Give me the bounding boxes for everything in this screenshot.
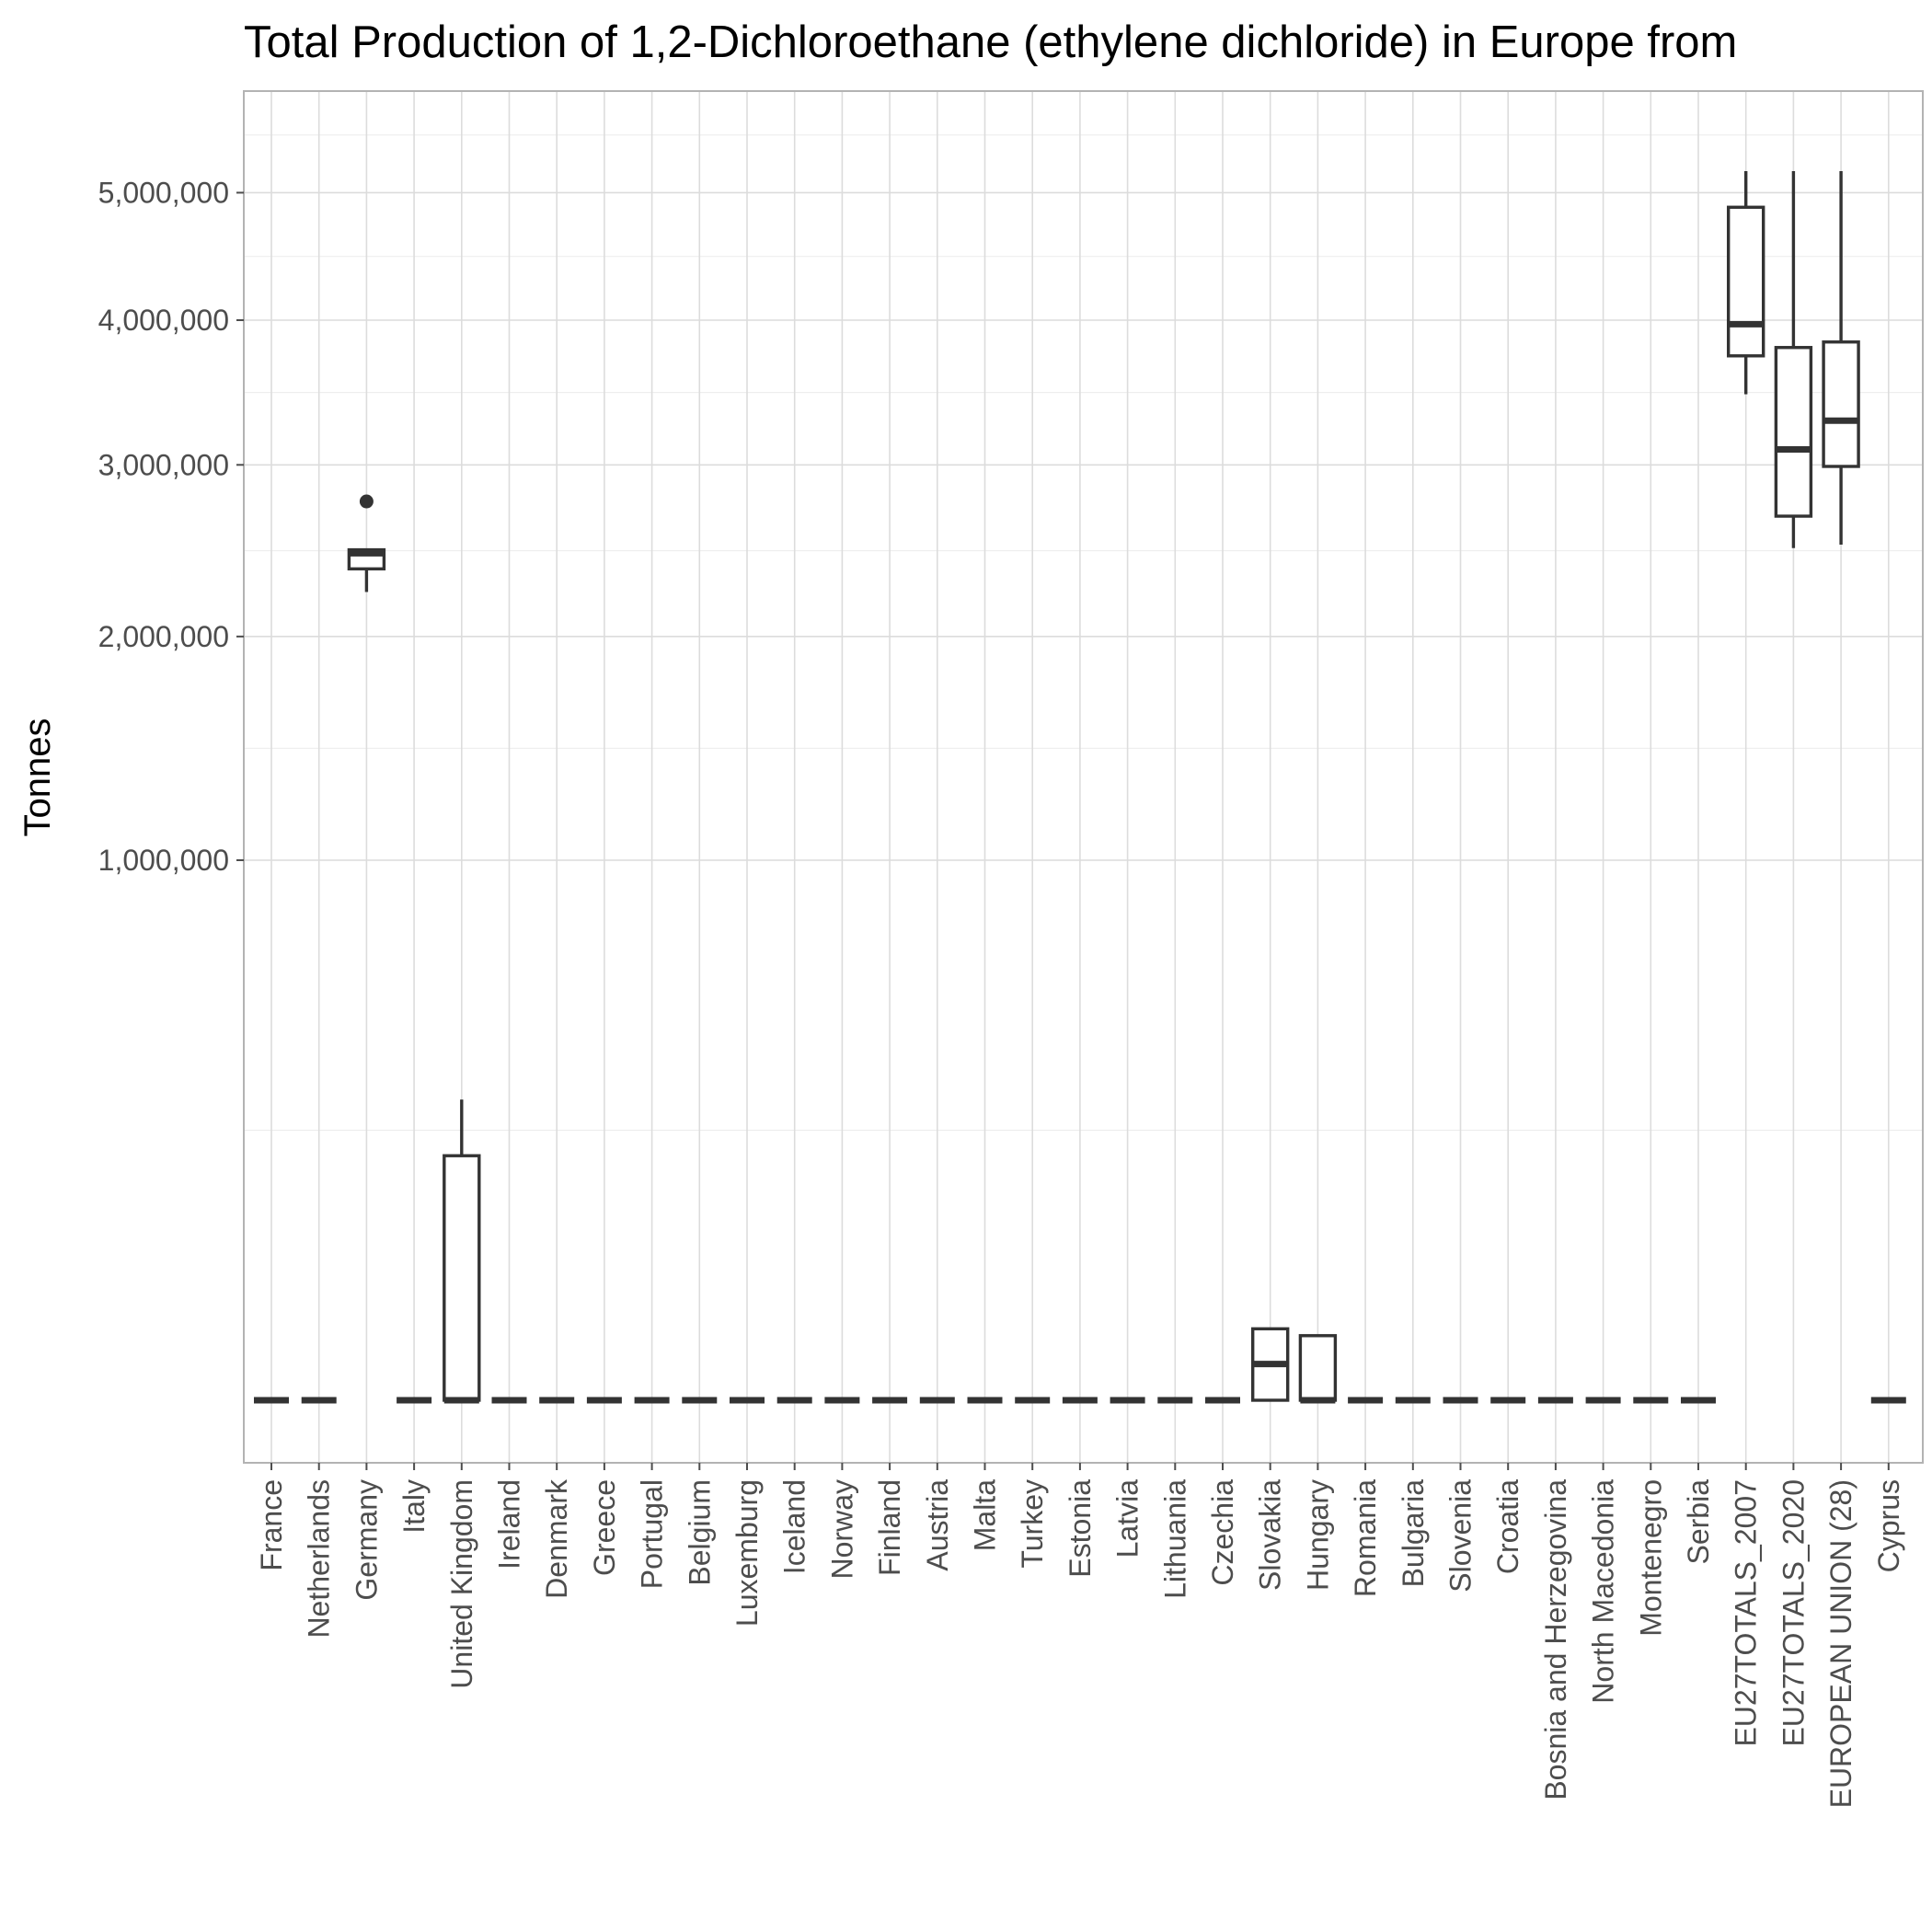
iqr-box bbox=[1774, 346, 1813, 518]
x-tick-label: North Macedonia bbox=[1587, 1479, 1620, 1704]
x-tick-label: Malta bbox=[969, 1479, 1002, 1551]
box-slovakia bbox=[1250, 1327, 1290, 1402]
box-european-union-28- bbox=[1822, 171, 1860, 546]
x-tick-label: Luxemburg bbox=[730, 1479, 764, 1627]
y-axis-label: Tonnes bbox=[17, 719, 58, 837]
grid-lines bbox=[244, 91, 1923, 1463]
box-germany bbox=[347, 494, 386, 592]
x-tick-label: Slovenia bbox=[1444, 1479, 1478, 1593]
x-tick-label: Hungary bbox=[1301, 1479, 1334, 1591]
x-tick-label: Netherlands bbox=[303, 1479, 336, 1639]
x-tick-label: Germany bbox=[350, 1479, 383, 1601]
x-tick-label: EU27TOTALS_2020 bbox=[1777, 1479, 1810, 1747]
iqr-box bbox=[1298, 1334, 1338, 1402]
x-tick-label: Slovakia bbox=[1254, 1479, 1287, 1591]
iqr-box bbox=[443, 1154, 481, 1402]
box-eu27totals-2007 bbox=[1726, 171, 1765, 395]
x-tick-label: EU27TOTALS_2007 bbox=[1730, 1479, 1763, 1747]
y-tick-label: 5,000,000 bbox=[98, 176, 229, 209]
box-eu27totals-2020 bbox=[1774, 171, 1813, 548]
x-tick-label: Bulgaria bbox=[1397, 1479, 1430, 1588]
x-tick-label: Iceland bbox=[778, 1479, 811, 1574]
box-hungary bbox=[1298, 1334, 1338, 1404]
x-tick-label: Estonia bbox=[1064, 1479, 1097, 1578]
x-tick-label: Cyprus bbox=[1872, 1479, 1905, 1572]
y-tick-label: 3,000,000 bbox=[98, 448, 229, 481]
x-tick-label: Montenegro bbox=[1634, 1479, 1667, 1637]
outlier-point bbox=[359, 494, 374, 509]
y-axis-ticks: 1,000,000 2,000,000 3,000,000 4,000,000 5,00… bbox=[98, 176, 244, 877]
x-tick-label: Turkey bbox=[1016, 1479, 1049, 1569]
x-tick-label: Ireland bbox=[493, 1479, 526, 1570]
x-tick-label: Belgium bbox=[683, 1479, 716, 1586]
x-tick-label: Portugal bbox=[636, 1479, 669, 1589]
x-tick-label: Croatia bbox=[1491, 1479, 1524, 1574]
y-tick-label: 1,000,000 bbox=[98, 844, 229, 877]
x-tick-label: Serbia bbox=[1682, 1479, 1715, 1565]
panel-border bbox=[243, 90, 1924, 1464]
y-tick-label: 4,000,000 bbox=[98, 304, 229, 337]
x-tick-label: Finland bbox=[873, 1479, 906, 1576]
x-tick-label: Bosnia and Herzegovina bbox=[1539, 1479, 1572, 1800]
iqr-box bbox=[1726, 205, 1765, 358]
iqr-box bbox=[1822, 340, 1860, 468]
x-tick-label: Czechia bbox=[1206, 1479, 1239, 1586]
x-tick-label: France bbox=[255, 1479, 288, 1571]
x-tick-label: United Kingdom bbox=[445, 1479, 478, 1689]
chart-title: Total Production of 1,2-Dichloroethane (… bbox=[244, 17, 1737, 67]
x-tick-label: Italy bbox=[397, 1479, 431, 1534]
x-tick-label: EUROPEAN UNION (28) bbox=[1824, 1479, 1857, 1808]
box-united-kingdom bbox=[443, 1099, 481, 1404]
x-tick-label: Lithuania bbox=[1158, 1479, 1191, 1599]
x-tick-label: Latvia bbox=[1111, 1479, 1144, 1558]
x-tick-label: Norway bbox=[825, 1479, 858, 1579]
x-tick-label: Romania bbox=[1349, 1479, 1382, 1597]
y-tick-label: 2,000,000 bbox=[98, 620, 229, 653]
x-tick-label: Austria bbox=[921, 1479, 954, 1571]
x-axis-ticks: France Netherlands Germany Italy United King… bbox=[255, 1463, 1905, 1808]
x-tick-label: Greece bbox=[588, 1479, 621, 1576]
x-tick-label: Denmark bbox=[540, 1478, 573, 1599]
box-series bbox=[254, 171, 1906, 1404]
